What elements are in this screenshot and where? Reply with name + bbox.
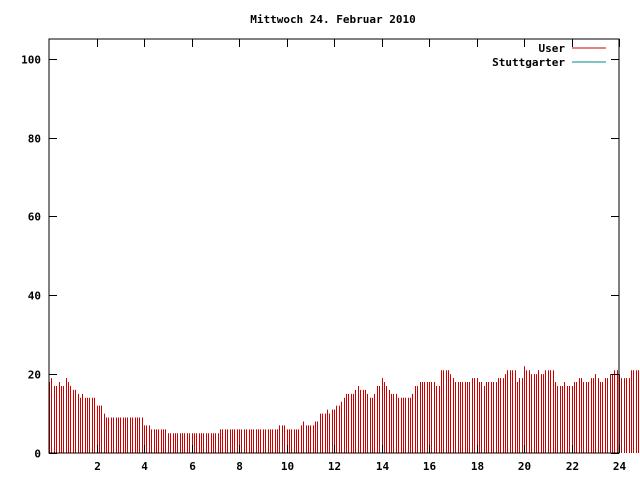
plot-frame: [48, 38, 620, 454]
x-tick-label: 18: [471, 460, 484, 473]
x-tick-label: 16: [423, 460, 437, 473]
x-tick-label: 20: [518, 460, 531, 473]
x-tick-label: 22: [566, 460, 579, 473]
x-tick-label: 24: [613, 460, 627, 473]
x-tick-label: 10: [281, 460, 294, 473]
chart-title: Mittwoch 24. Februar 2010: [250, 13, 416, 26]
x-tick-label: 8: [236, 460, 243, 473]
y-tick-label: 40: [28, 290, 41, 303]
x-tick-label: 4: [141, 460, 148, 473]
x-tick-label: 2: [94, 460, 101, 473]
y-tick-label: 0: [34, 448, 41, 461]
x-tick-label: 12: [328, 460, 341, 473]
y-tick-label: 80: [28, 133, 41, 146]
y-tick-label: 100: [21, 54, 41, 67]
y-tick-label: 20: [28, 369, 41, 382]
legend: User Stuttgarter: [492, 42, 606, 69]
x-tick-label: 6: [189, 460, 196, 473]
legend-label-stuttgarter: Stuttgarter: [492, 56, 565, 69]
x-tick-label: 14: [376, 460, 390, 473]
legend-label-user: User: [539, 42, 566, 55]
y-tick-label: 60: [28, 211, 41, 224]
bars-layer: [49, 366, 639, 453]
